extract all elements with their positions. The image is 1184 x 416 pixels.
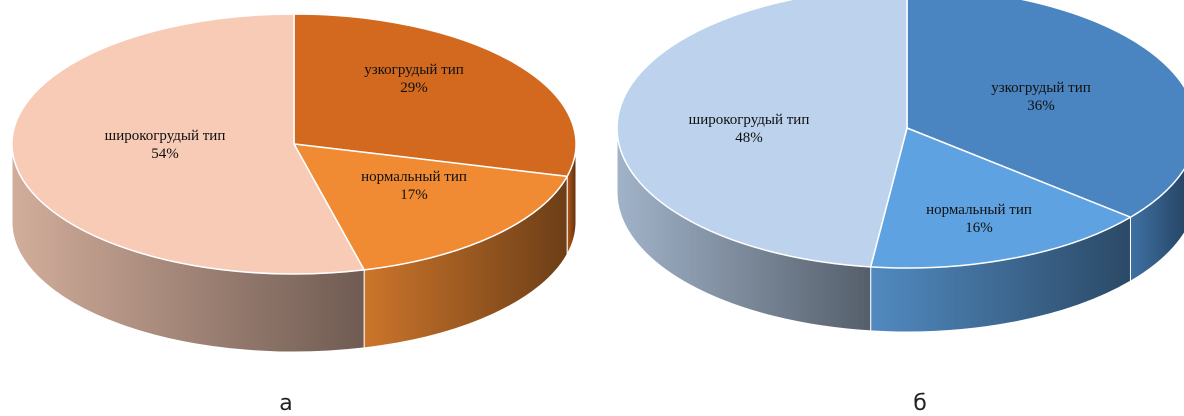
slice-value-label: 17%: [400, 187, 428, 203]
pie-slice: [906, 0, 1184, 219]
pie-slice: [616, 0, 908, 268]
slice-label: широкогрудый тип: [105, 128, 226, 144]
slice-value-label: 54%: [151, 146, 179, 162]
pie-slice: [292, 143, 569, 271]
slice-label: нормальный тип: [361, 169, 467, 185]
slice-label: нормальный тип: [926, 202, 1032, 218]
slice-label: узкогрудый тип: [364, 62, 464, 78]
pie-slice: [869, 126, 1133, 269]
slice-label: узкогрудый тип: [991, 80, 1091, 96]
pie-chart-b: узкогрудый тип 36% нормальный тип 16% широко…: [616, 0, 1184, 333]
pie-slice: [293, 13, 577, 178]
slice-value-label: 36%: [1027, 98, 1055, 114]
slice-value-label: 48%: [735, 130, 763, 146]
pie-chart-a: узкогрудый тип 29% нормальный тип 17% широко…: [11, 13, 577, 353]
slice-label: широкогрудый тип: [689, 112, 810, 128]
panel-label-b: б: [913, 391, 927, 416]
slice-value-label: 29%: [400, 80, 428, 96]
panel-label-a: а: [279, 391, 292, 416]
pie-slice: [11, 13, 366, 275]
slice-value-label: 16%: [965, 220, 993, 236]
